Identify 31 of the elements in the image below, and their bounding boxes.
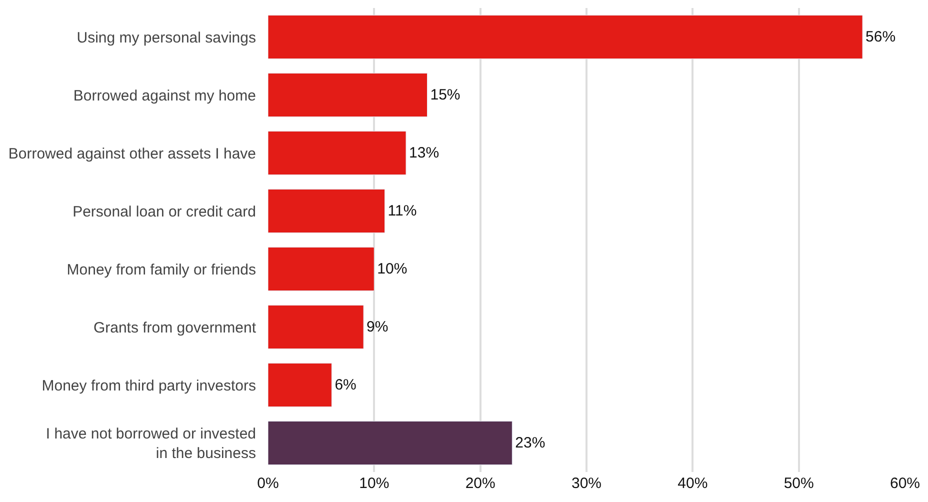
data-label: 9% xyxy=(366,318,388,336)
x-tick-label: 30% xyxy=(571,475,602,492)
bar xyxy=(268,189,386,233)
x-tick-label: 60% xyxy=(890,475,920,492)
bar xyxy=(268,15,863,59)
y-tick-label: Money from family or friends xyxy=(66,261,256,278)
data-label: 10% xyxy=(377,260,408,278)
bar xyxy=(268,421,512,465)
y-tick-label: Personal loan or credit card xyxy=(72,203,256,220)
bar xyxy=(268,363,332,407)
y-tick-label: Grants from government xyxy=(93,319,257,336)
data-label: 13% xyxy=(409,144,440,162)
y-tick-label: Borrowed against my home xyxy=(73,87,256,104)
data-label: 15% xyxy=(430,86,460,104)
bar xyxy=(268,131,406,175)
data-label: 6% xyxy=(334,376,356,394)
y-tick-label: Using my personal savings xyxy=(76,29,256,46)
y-tick-label: I have not borrowed or invested in the business xyxy=(46,426,256,462)
x-tick-label: 40% xyxy=(678,475,708,492)
x-tick-label: 20% xyxy=(465,475,496,492)
y-tick-label: Money from third party investors xyxy=(42,377,256,394)
bar xyxy=(268,247,374,291)
x-tick-label: 0% xyxy=(257,475,279,492)
bar xyxy=(268,73,428,117)
x-tick-label: 10% xyxy=(359,475,390,492)
x-tick-label: 50% xyxy=(784,475,814,492)
y-tick-label: Borrowed against other assets I have xyxy=(8,145,256,162)
bar xyxy=(268,305,364,349)
data-label: 56% xyxy=(866,28,896,46)
data-label: 11% xyxy=(388,202,417,220)
data-label: 23% xyxy=(515,434,546,452)
